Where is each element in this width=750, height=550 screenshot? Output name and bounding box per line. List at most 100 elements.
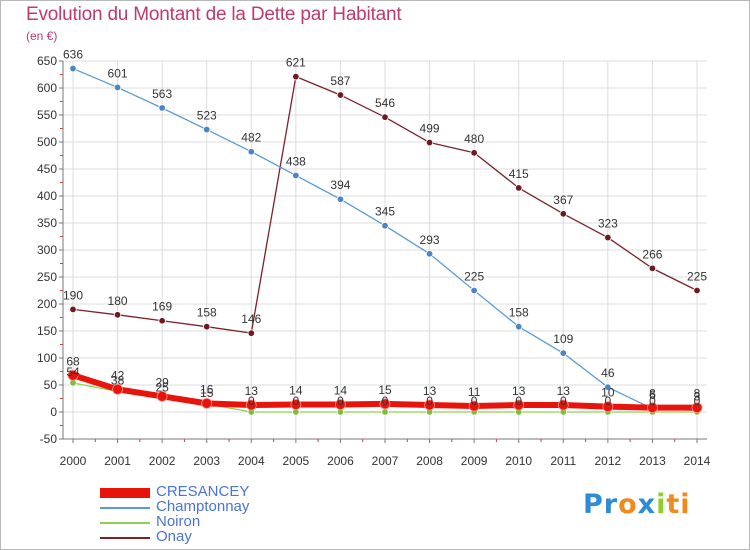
logo-letters: x xyxy=(637,489,657,520)
x-tick-label: 2006 xyxy=(327,454,354,468)
data-label: 482 xyxy=(241,131,261,145)
data-point xyxy=(158,104,166,112)
data-label: 225 xyxy=(464,270,484,284)
data-label: 13 xyxy=(423,384,437,398)
data-label: 13 xyxy=(512,384,526,398)
data-label: 0 xyxy=(649,394,656,408)
x-tick-label: 2008 xyxy=(416,454,443,468)
proxiti-logo: Proxiti xyxy=(583,489,691,520)
y-tick-label: 600 xyxy=(37,81,57,95)
y-tick-label: 0 xyxy=(50,405,57,419)
data-label: 13 xyxy=(245,384,259,398)
data-label: 15 xyxy=(200,386,214,400)
series-cresancey xyxy=(67,369,703,414)
data-label: 546 xyxy=(375,96,395,110)
logo-letters: ti xyxy=(666,489,691,520)
x-tick-label: 2004 xyxy=(238,454,265,468)
data-label: 169 xyxy=(152,300,172,314)
data-label: 8 xyxy=(649,387,656,401)
y-tick-label: 500 xyxy=(37,135,57,149)
legend-label: CRESANCEY xyxy=(156,483,250,500)
data-label: 0 xyxy=(426,394,433,408)
data-point xyxy=(602,401,614,413)
data-label: 0 xyxy=(694,394,701,408)
data-point xyxy=(693,286,701,295)
data-label: 146 xyxy=(241,312,261,326)
data-point xyxy=(113,311,122,319)
data-label: 13 xyxy=(557,384,571,398)
legend-swatch xyxy=(100,507,150,509)
data-label: 293 xyxy=(420,233,440,247)
y-tick-label: 100 xyxy=(37,351,57,365)
data-label: 367 xyxy=(553,193,573,207)
data-point xyxy=(247,148,255,156)
data-point xyxy=(292,171,300,180)
data-label: 14 xyxy=(334,383,348,397)
x-tick-label: 2014 xyxy=(684,454,711,468)
data-point xyxy=(381,221,389,230)
legend-swatch xyxy=(100,522,150,524)
data-label: 0 xyxy=(605,394,612,408)
x-tick-label: 2011 xyxy=(550,454,576,468)
data-point xyxy=(559,210,567,218)
series-onay xyxy=(69,72,701,337)
chart-subtitle: (en €) xyxy=(26,29,58,43)
data-label: 3 xyxy=(694,389,701,403)
x-tick-label: 2013 xyxy=(639,454,666,468)
legend-label: Champtonnay xyxy=(156,498,250,515)
data-point xyxy=(381,113,389,121)
data-point xyxy=(470,149,478,157)
data-label: 180 xyxy=(108,294,128,308)
data-label: 0 xyxy=(293,394,300,408)
data-label: 0 xyxy=(560,394,567,408)
data-label: 0 xyxy=(471,394,478,408)
data-point xyxy=(156,390,168,402)
data-point xyxy=(648,264,657,273)
data-point xyxy=(336,91,345,99)
x-tick-label: 2003 xyxy=(193,454,220,468)
data-point xyxy=(425,138,434,147)
data-point xyxy=(290,399,302,410)
legend-swatch xyxy=(100,488,150,498)
y-tick-label: 200 xyxy=(37,297,57,311)
data-label: 54 xyxy=(66,365,80,379)
data-point xyxy=(112,383,123,395)
y-tick-label: 150 xyxy=(37,324,57,338)
data-label: 266 xyxy=(642,247,662,261)
y-tick-label: 250 xyxy=(37,270,57,284)
data-point xyxy=(381,408,389,416)
data-point xyxy=(336,195,345,203)
legend-item-cresancey: CRESANCEY xyxy=(100,483,320,500)
legend-item-champtonnay: Champtonnay xyxy=(100,498,320,515)
data-label: 6 xyxy=(649,388,656,402)
data-label: 14 xyxy=(289,383,303,397)
data-point xyxy=(201,397,213,409)
data-point xyxy=(513,399,525,411)
data-point xyxy=(691,402,703,414)
data-label: 38 xyxy=(111,373,125,387)
x-tick-label: 2009 xyxy=(461,454,488,468)
x-tick-label: 2012 xyxy=(595,454,622,468)
data-point xyxy=(604,383,612,391)
data-label: 621 xyxy=(286,56,306,70)
data-label: 438 xyxy=(286,154,306,168)
legend: CRESANCEY Champtonnay Noiron Onay xyxy=(100,483,320,545)
data-point xyxy=(203,125,211,134)
data-point xyxy=(69,305,77,314)
x-tick-label: 2000 xyxy=(60,454,87,468)
data-point xyxy=(515,322,523,331)
data-label: 601 xyxy=(108,66,128,80)
data-label: 46 xyxy=(601,366,615,380)
y-tick-label: 450 xyxy=(37,162,57,176)
data-label: 323 xyxy=(598,217,618,231)
logo-letters: Pr xyxy=(583,489,619,520)
y-tick-label: 400 xyxy=(37,189,57,203)
data-point xyxy=(647,402,658,414)
data-label: 480 xyxy=(464,132,484,146)
legend-label: Noiron xyxy=(156,513,201,530)
logo-letters: o xyxy=(618,489,638,520)
data-point xyxy=(67,369,79,381)
data-label: 42 xyxy=(111,368,125,382)
